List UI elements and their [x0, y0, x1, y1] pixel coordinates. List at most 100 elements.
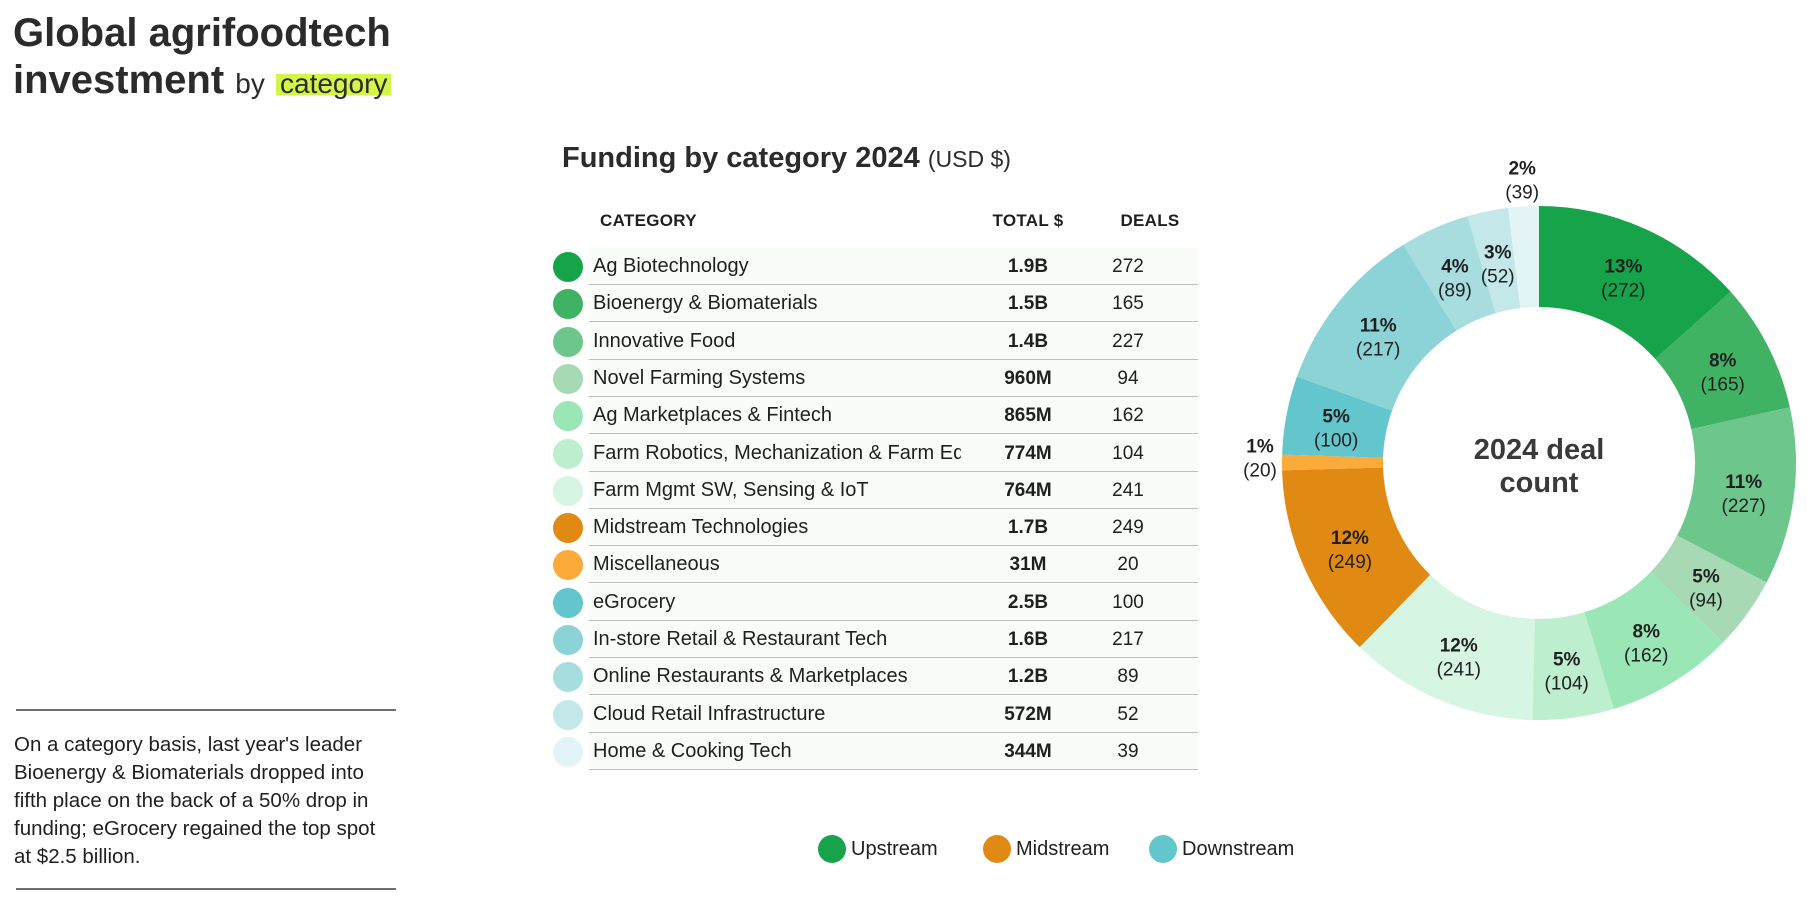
donut-slice	[1403, 216, 1496, 331]
slice-percent-label: 8%	[1709, 351, 1737, 372]
category-total: 764M	[1004, 479, 1052, 501]
row-background	[589, 322, 1198, 360]
legend-label-upstream: Upstream	[851, 838, 938, 860]
category-deals: 94	[1117, 367, 1139, 389]
category-color-dot	[553, 587, 583, 618]
row-background	[589, 732, 1198, 770]
slice-count-label: (227)	[1722, 496, 1766, 517]
slice-percent-label: 5%	[1322, 406, 1350, 427]
table-row: Ag Marketplaces & Fintech 865M 162	[553, 397, 1198, 435]
category-deals: 20	[1117, 554, 1139, 576]
row-background	[589, 546, 1198, 584]
category-color-dot	[553, 475, 583, 506]
slice-count-label: (241)	[1437, 659, 1481, 680]
table-title-unit: (USD $)	[927, 146, 1011, 172]
slice-percent-label: 12%	[1331, 528, 1369, 549]
category-color-dot	[553, 326, 583, 357]
category-color-dot	[553, 289, 583, 320]
category-name: Innovative Food	[593, 329, 736, 352]
donut-slice	[1282, 467, 1431, 648]
table-row: Innovative Food 1.4B 227	[553, 322, 1198, 360]
title-highlight: category	[276, 68, 392, 99]
category-total: 774M	[1004, 442, 1052, 464]
category-name: Ag Marketplaces & Fintech	[593, 404, 832, 427]
slice-count-label: (89)	[1438, 280, 1472, 301]
category-deals: 100	[1112, 591, 1144, 613]
donut-slice	[1677, 407, 1796, 583]
title-line-2: investment	[13, 58, 225, 102]
slice-count-label: (217)	[1356, 339, 1400, 360]
category-total: 1.7B	[1007, 517, 1049, 539]
slice-count-label: (165)	[1701, 375, 1745, 396]
category-color-dot	[553, 438, 583, 469]
category-total: 1.4B	[1007, 330, 1049, 352]
table-row: eGrocery 2.5B 100	[553, 583, 1198, 621]
title-line-1: Global agrifoodtech	[13, 11, 391, 55]
legend-label-midstream: Midstream	[1016, 838, 1110, 860]
donut-slice	[1467, 207, 1521, 314]
row-background	[589, 509, 1198, 547]
category-deals: 217	[1112, 629, 1144, 650]
legend-swatch-midstream	[983, 835, 1011, 863]
row-background	[589, 285, 1198, 323]
table-row: Ag Biotechnology 1.9B 272	[553, 248, 1198, 285]
category-total: 1.2B	[1007, 666, 1049, 688]
category-total: 1.5B	[1007, 293, 1049, 315]
slice-percent-label: 5%	[1553, 650, 1581, 671]
table-row: Midstream Technologies 1.7B 249	[553, 509, 1198, 547]
column-header-category: CATEGORY	[600, 211, 697, 230]
slice-count-label: (249)	[1328, 552, 1372, 573]
summary-note: On a category basis, last year's leader …	[14, 733, 376, 868]
slice-count-label: (272)	[1601, 281, 1645, 302]
slice-percent-label: 11%	[1360, 315, 1397, 336]
slice-percent-label: 4%	[1441, 256, 1469, 277]
legend-swatch-downstream	[1149, 835, 1177, 863]
slice-percent-label: 13%	[1604, 257, 1642, 278]
slice-percent-label: 12%	[1440, 635, 1478, 656]
donut-slice	[1282, 376, 1393, 458]
table-title: Funding by category 2024 (USD $)	[562, 142, 1011, 175]
category-total: 572M	[1004, 703, 1052, 725]
slice-percent-label: 8%	[1633, 621, 1661, 642]
category-total: 1.9B	[1007, 256, 1049, 277]
category-color-dot	[553, 252, 583, 282]
row-background	[589, 471, 1198, 509]
slice-count-label: (162)	[1624, 645, 1668, 666]
table-row: Farm Mgmt SW, Sensing & IoT 764M 241	[553, 471, 1198, 509]
slice-count-label: (39)	[1505, 183, 1539, 204]
legend-swatch-upstream	[818, 835, 846, 863]
row-background	[589, 583, 1198, 621]
column-header-deals: DEALS	[1120, 211, 1180, 230]
donut-slice	[1532, 612, 1614, 720]
title-by: by	[235, 68, 265, 99]
category-deals: 104	[1112, 442, 1144, 464]
category-color-dot	[553, 662, 583, 693]
table-row: Farm Robotics, Mechanization & Farm Eq 77…	[553, 434, 1198, 472]
category-deals: 249	[1112, 517, 1144, 539]
table-row: Online Restaurants & Marketplaces 1.2B 89	[553, 658, 1198, 696]
category-name: Online Restaurants & Marketplaces	[593, 665, 908, 688]
category-deals: 52	[1117, 703, 1139, 725]
row-background	[589, 695, 1198, 733]
row-background	[589, 359, 1198, 397]
category-deals: 39	[1117, 740, 1139, 762]
donut-slice	[1584, 572, 1723, 709]
table-row: Cloud Retail Infrastructure 572M 52	[553, 695, 1198, 733]
category-color-dot	[553, 625, 583, 655]
category-name: eGrocery	[593, 590, 676, 613]
category-deals: 162	[1112, 405, 1144, 427]
donut-slice	[1508, 206, 1539, 309]
slice-percent-label: 3%	[1484, 243, 1512, 264]
category-color-dot	[553, 363, 583, 394]
category-deals: 241	[1112, 479, 1144, 501]
category-name: Miscellaneous	[593, 553, 720, 576]
slice-count-label: (94)	[1689, 590, 1723, 611]
table-row: Bioenergy & Biomaterials 1.5B 165	[553, 285, 1198, 323]
category-color-dot	[553, 550, 583, 581]
category-color-dot	[553, 736, 583, 767]
category-deals: 165	[1112, 293, 1144, 315]
donut-slice	[1282, 454, 1384, 471]
row-background	[589, 621, 1198, 658]
donut-slice	[1359, 574, 1535, 720]
category-name: In-store Retail & Restaurant Tech	[593, 628, 888, 650]
